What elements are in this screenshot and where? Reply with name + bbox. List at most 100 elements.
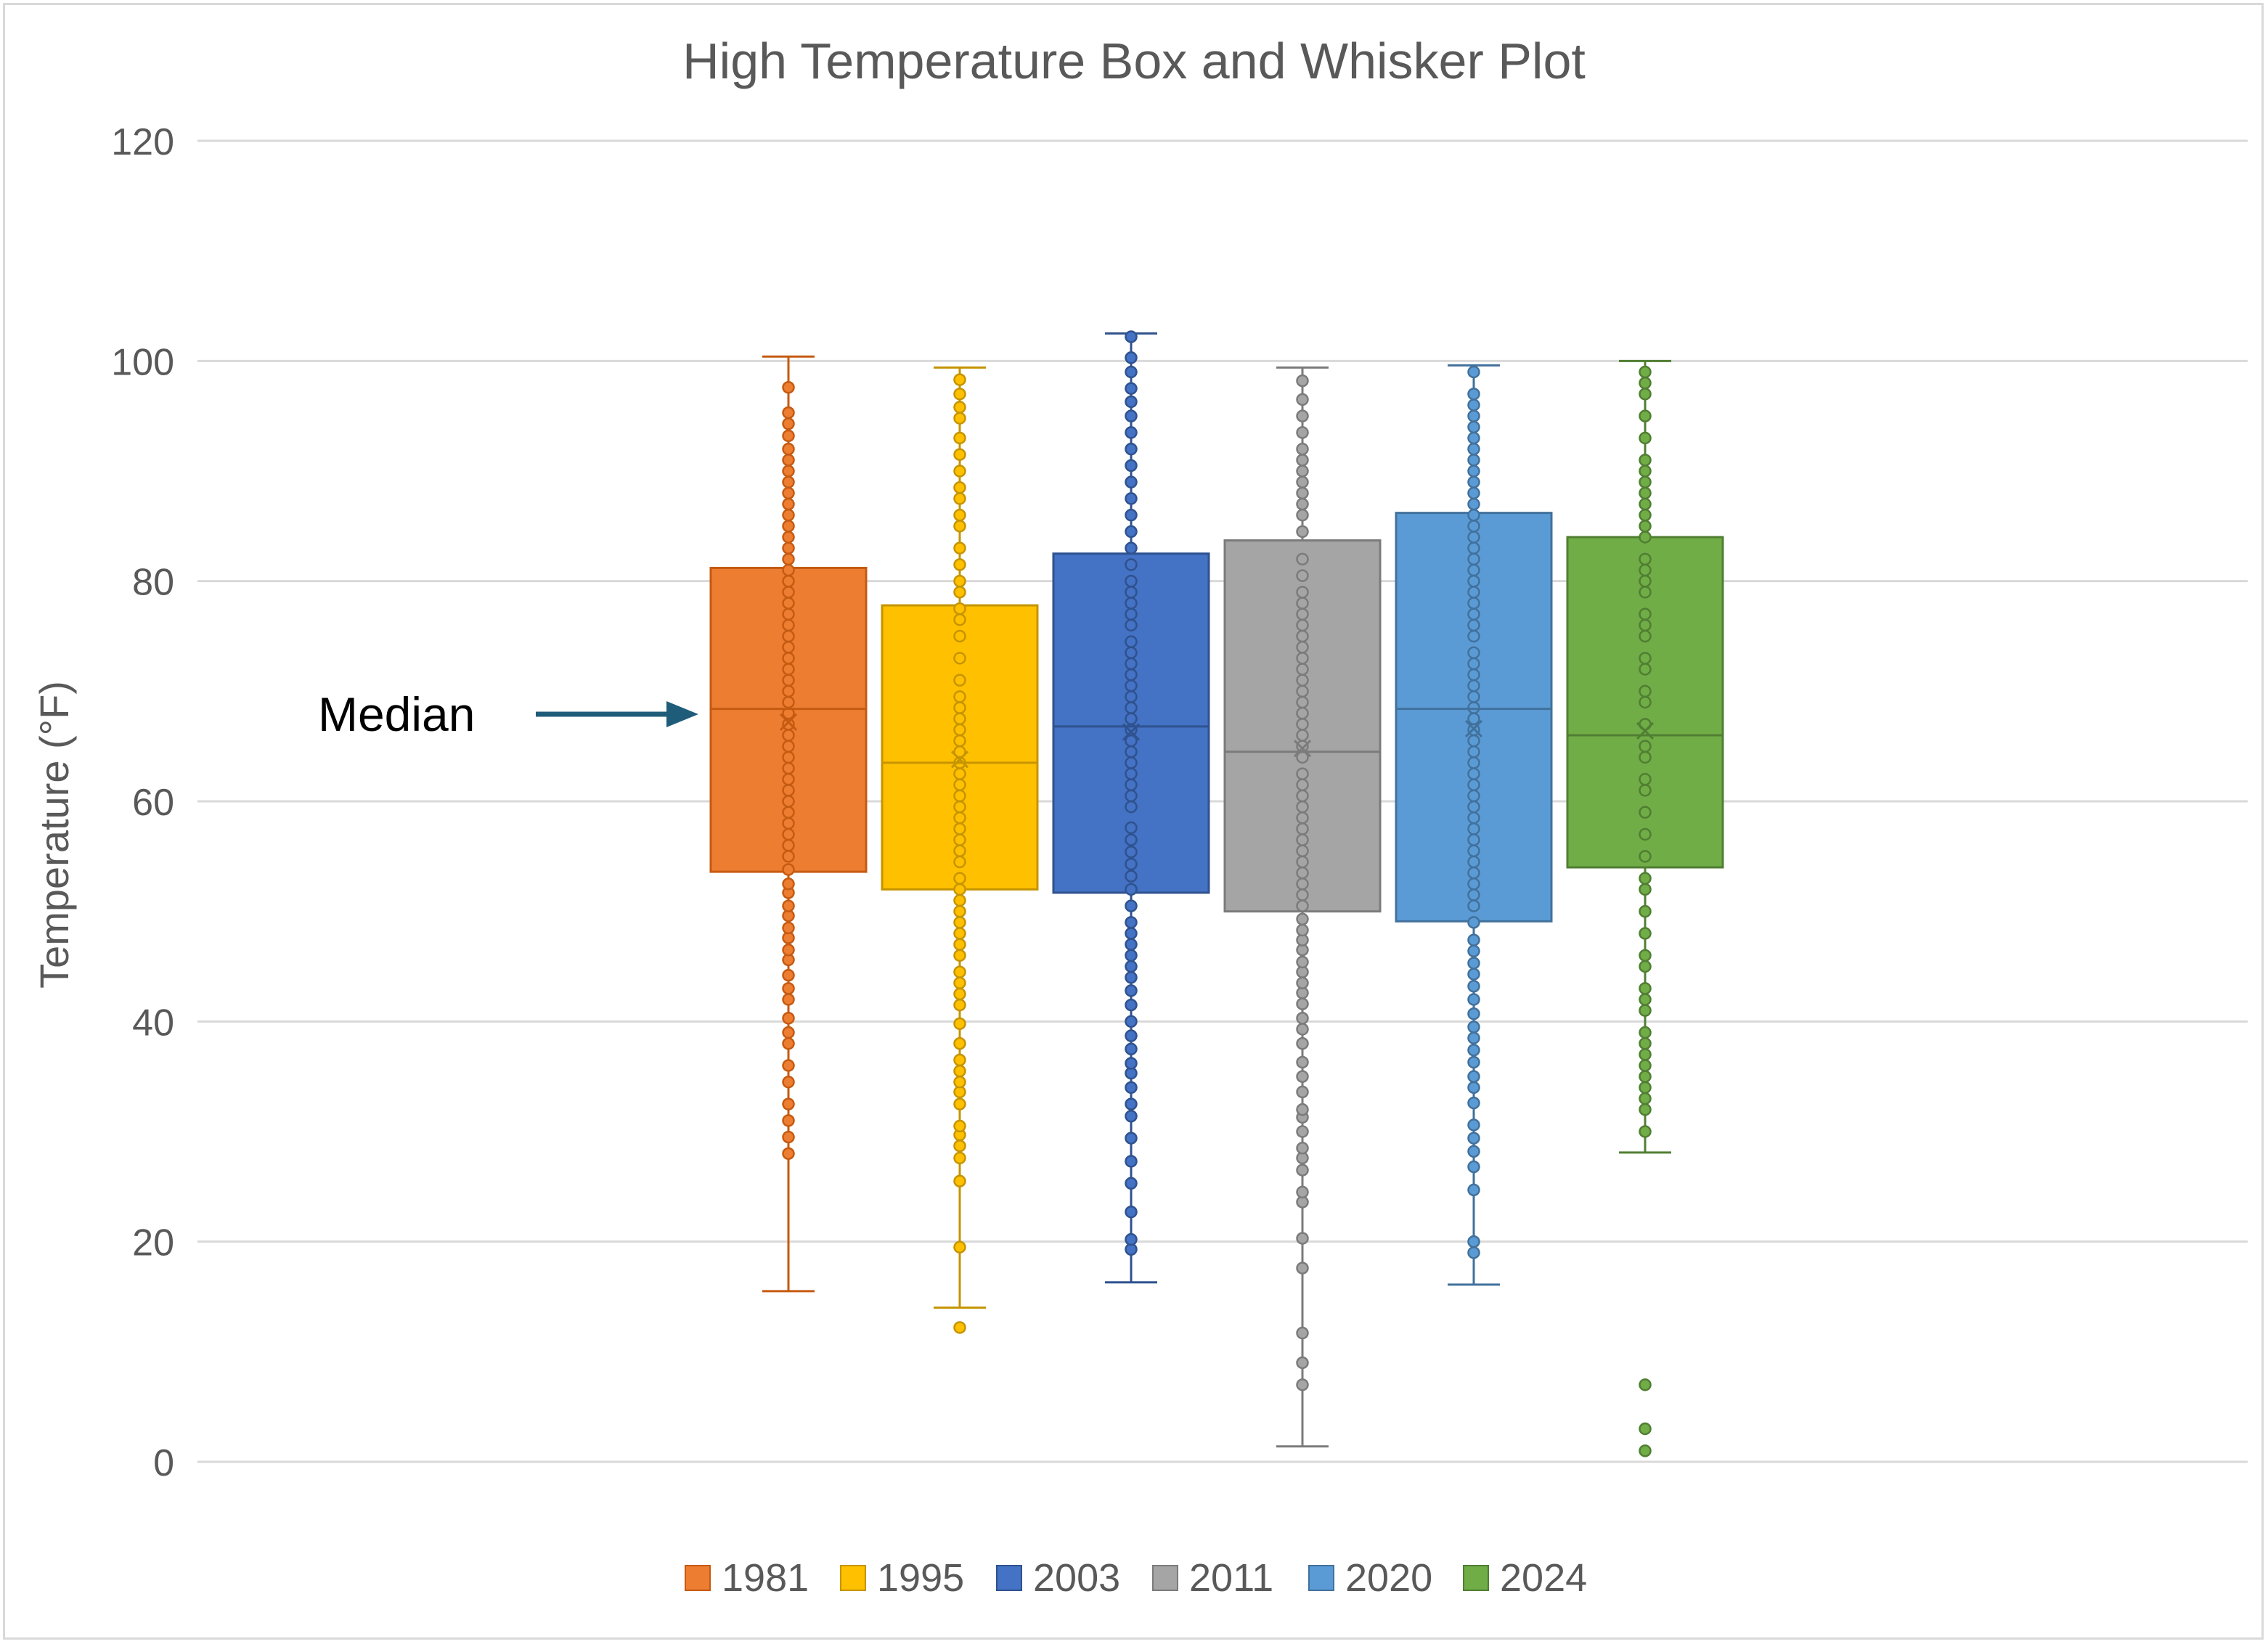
- data-point: [782, 817, 795, 830]
- data-point: [1125, 767, 1138, 780]
- data-point: [1467, 701, 1480, 714]
- data-point: [782, 1114, 795, 1127]
- data-point: [953, 789, 966, 803]
- data-point: [1467, 1246, 1480, 1259]
- data-point: [782, 751, 795, 764]
- data-point: [1125, 821, 1138, 835]
- data-point: [953, 916, 966, 929]
- data-point: [782, 574, 795, 588]
- data-point: [1467, 1007, 1480, 1021]
- data-point: [1639, 927, 1652, 940]
- data-point: [1639, 1422, 1652, 1436]
- data-point: [1296, 912, 1309, 926]
- data-point: [1296, 486, 1309, 500]
- data-point: [953, 388, 966, 401]
- data-point: [1639, 563, 1652, 577]
- data-point: [1639, 618, 1652, 632]
- data-point: [782, 674, 795, 687]
- data-point: [1296, 1378, 1309, 1391]
- box-series-1981: [709, 355, 868, 1293]
- data-point: [782, 429, 795, 443]
- data-point: [1639, 806, 1652, 819]
- data-point: [1296, 1261, 1309, 1275]
- y-tick-label: 20: [132, 1222, 174, 1264]
- data-point: [1639, 1081, 1652, 1095]
- data-point: [1467, 409, 1480, 422]
- data-point: [1639, 409, 1652, 422]
- mean-marker: [1293, 740, 1312, 758]
- data-point: [953, 401, 966, 414]
- data-point: [1125, 330, 1138, 343]
- median-annotation-label: Median: [318, 687, 475, 741]
- data-point: [1639, 520, 1652, 533]
- data-point: [1639, 960, 1652, 973]
- data-point: [953, 1064, 966, 1078]
- data-point: [782, 406, 795, 420]
- data-point: [782, 454, 795, 467]
- data-point: [1296, 1185, 1309, 1199]
- box-series-2024: [1566, 359, 1724, 1457]
- data-point: [1467, 957, 1480, 970]
- gridlines: [197, 139, 2248, 1463]
- data-point: [1639, 508, 1652, 522]
- data-point: [953, 602, 966, 616]
- data-point: [1467, 1070, 1480, 1083]
- data-point: [1125, 701, 1138, 714]
- data-point: [1467, 657, 1480, 671]
- data-point: [1125, 382, 1138, 395]
- data-point: [782, 552, 795, 566]
- data-point: [1296, 1023, 1309, 1036]
- data-point: [782, 993, 795, 1006]
- data-point: [1125, 395, 1138, 409]
- data-point: [1125, 846, 1138, 859]
- data-point: [1639, 608, 1652, 621]
- data-point: [1467, 980, 1480, 993]
- y-tick-label: 40: [132, 1002, 174, 1044]
- data-point: [1296, 866, 1309, 880]
- data-point: [1639, 1004, 1652, 1017]
- y-tick-label: 120: [111, 121, 174, 163]
- data-point: [1125, 1110, 1138, 1123]
- legend-label: 1981: [722, 1556, 809, 1600]
- data-point: [1467, 756, 1480, 769]
- mean-marker: [1464, 719, 1483, 737]
- data-point: [953, 767, 966, 780]
- data-point: [1125, 508, 1138, 522]
- data-point: [1467, 475, 1480, 488]
- data-point: [782, 718, 795, 731]
- data-point: [1125, 475, 1138, 488]
- data-point: [1125, 608, 1138, 621]
- data-point: [1467, 1145, 1480, 1158]
- data-point: [782, 663, 795, 676]
- data-point: [782, 417, 795, 430]
- data-point: [1125, 646, 1138, 659]
- data-point: [782, 597, 795, 610]
- data-point: [782, 508, 795, 522]
- data-point: [1467, 789, 1480, 803]
- data-point: [1296, 1012, 1309, 1025]
- data-point: [1639, 684, 1652, 698]
- data-point: [1296, 955, 1309, 969]
- data-point: [1125, 668, 1138, 682]
- data-point: [953, 893, 966, 907]
- data-point: [1639, 1026, 1652, 1039]
- data-point: [782, 1012, 795, 1025]
- data-point: [1125, 492, 1138, 505]
- data-point: [782, 1059, 795, 1072]
- data-point: [1125, 635, 1138, 648]
- data-point: [1639, 1103, 1652, 1116]
- data-point: [782, 982, 795, 995]
- data-point: [782, 838, 795, 852]
- data-point: [1125, 1042, 1138, 1055]
- data-point: [1467, 866, 1480, 880]
- data-point: [782, 1147, 795, 1161]
- data-point: [782, 465, 795, 478]
- data-point: [782, 863, 795, 876]
- data-point: [1467, 388, 1480, 401]
- data-point: [1296, 525, 1309, 539]
- data-point: [1467, 767, 1480, 780]
- data-point: [1125, 597, 1138, 610]
- data-point: [953, 574, 966, 588]
- data-point: [782, 944, 795, 957]
- chart-title: High Temperature Box and Whisker Plot: [682, 33, 1586, 89]
